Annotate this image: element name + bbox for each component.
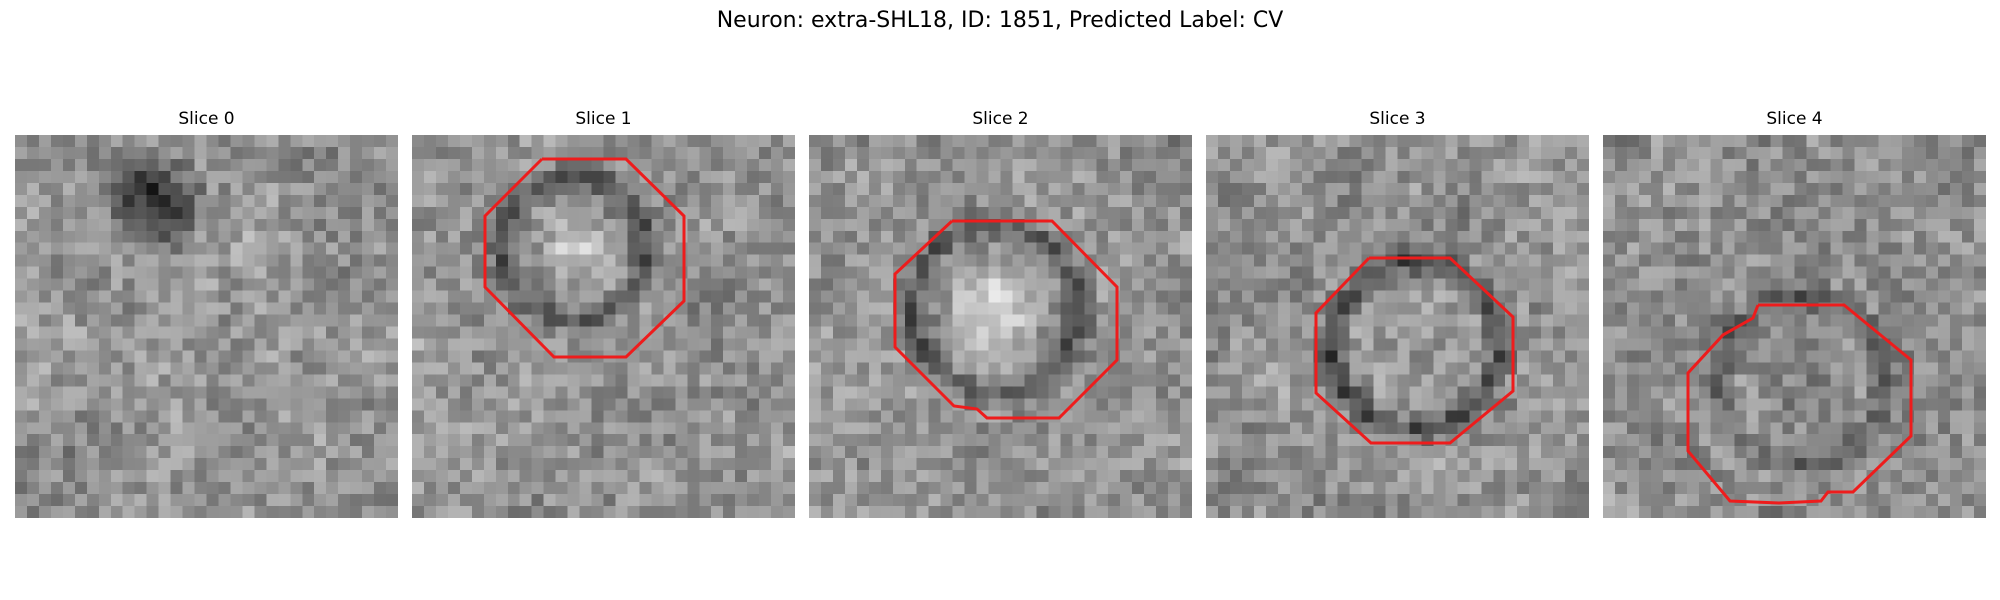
slice-2-image: [809, 135, 1192, 518]
slice-4-image: [1603, 135, 1986, 518]
slice-0-canvas: [15, 135, 398, 518]
slice-0-title: Slice 0: [178, 109, 235, 129]
slice-1-contour: [483, 157, 686, 359]
slice-2-contour: [893, 219, 1119, 420]
slice-0-image: [15, 135, 398, 518]
slice-1-title: Slice 1: [575, 109, 632, 129]
slice-4-title: Slice 4: [1766, 109, 1823, 129]
slice-3-canvas: [1206, 135, 1589, 518]
slice-3-contour: [1314, 256, 1515, 445]
slice-4-canvas: [1603, 135, 1986, 518]
slice-4-contour-layer: [1686, 303, 1913, 505]
slice-1-canvas: [412, 135, 795, 518]
figure-title: Neuron: extra-SHL18, ID: 1851, Predicted…: [716, 8, 1284, 33]
slice-2-title: Slice 2: [972, 109, 1029, 129]
slice-4-contour: [1686, 303, 1913, 505]
slice-1-image: [412, 135, 795, 518]
slice-2-canvas: [809, 135, 1192, 518]
slice-3-contour-layer: [1314, 256, 1515, 445]
slice-3-title: Slice 3: [1369, 109, 1426, 129]
slice-2-contour-layer: [893, 219, 1119, 420]
slice-1-contour-layer: [483, 157, 686, 359]
slice-3-image: [1206, 135, 1589, 518]
